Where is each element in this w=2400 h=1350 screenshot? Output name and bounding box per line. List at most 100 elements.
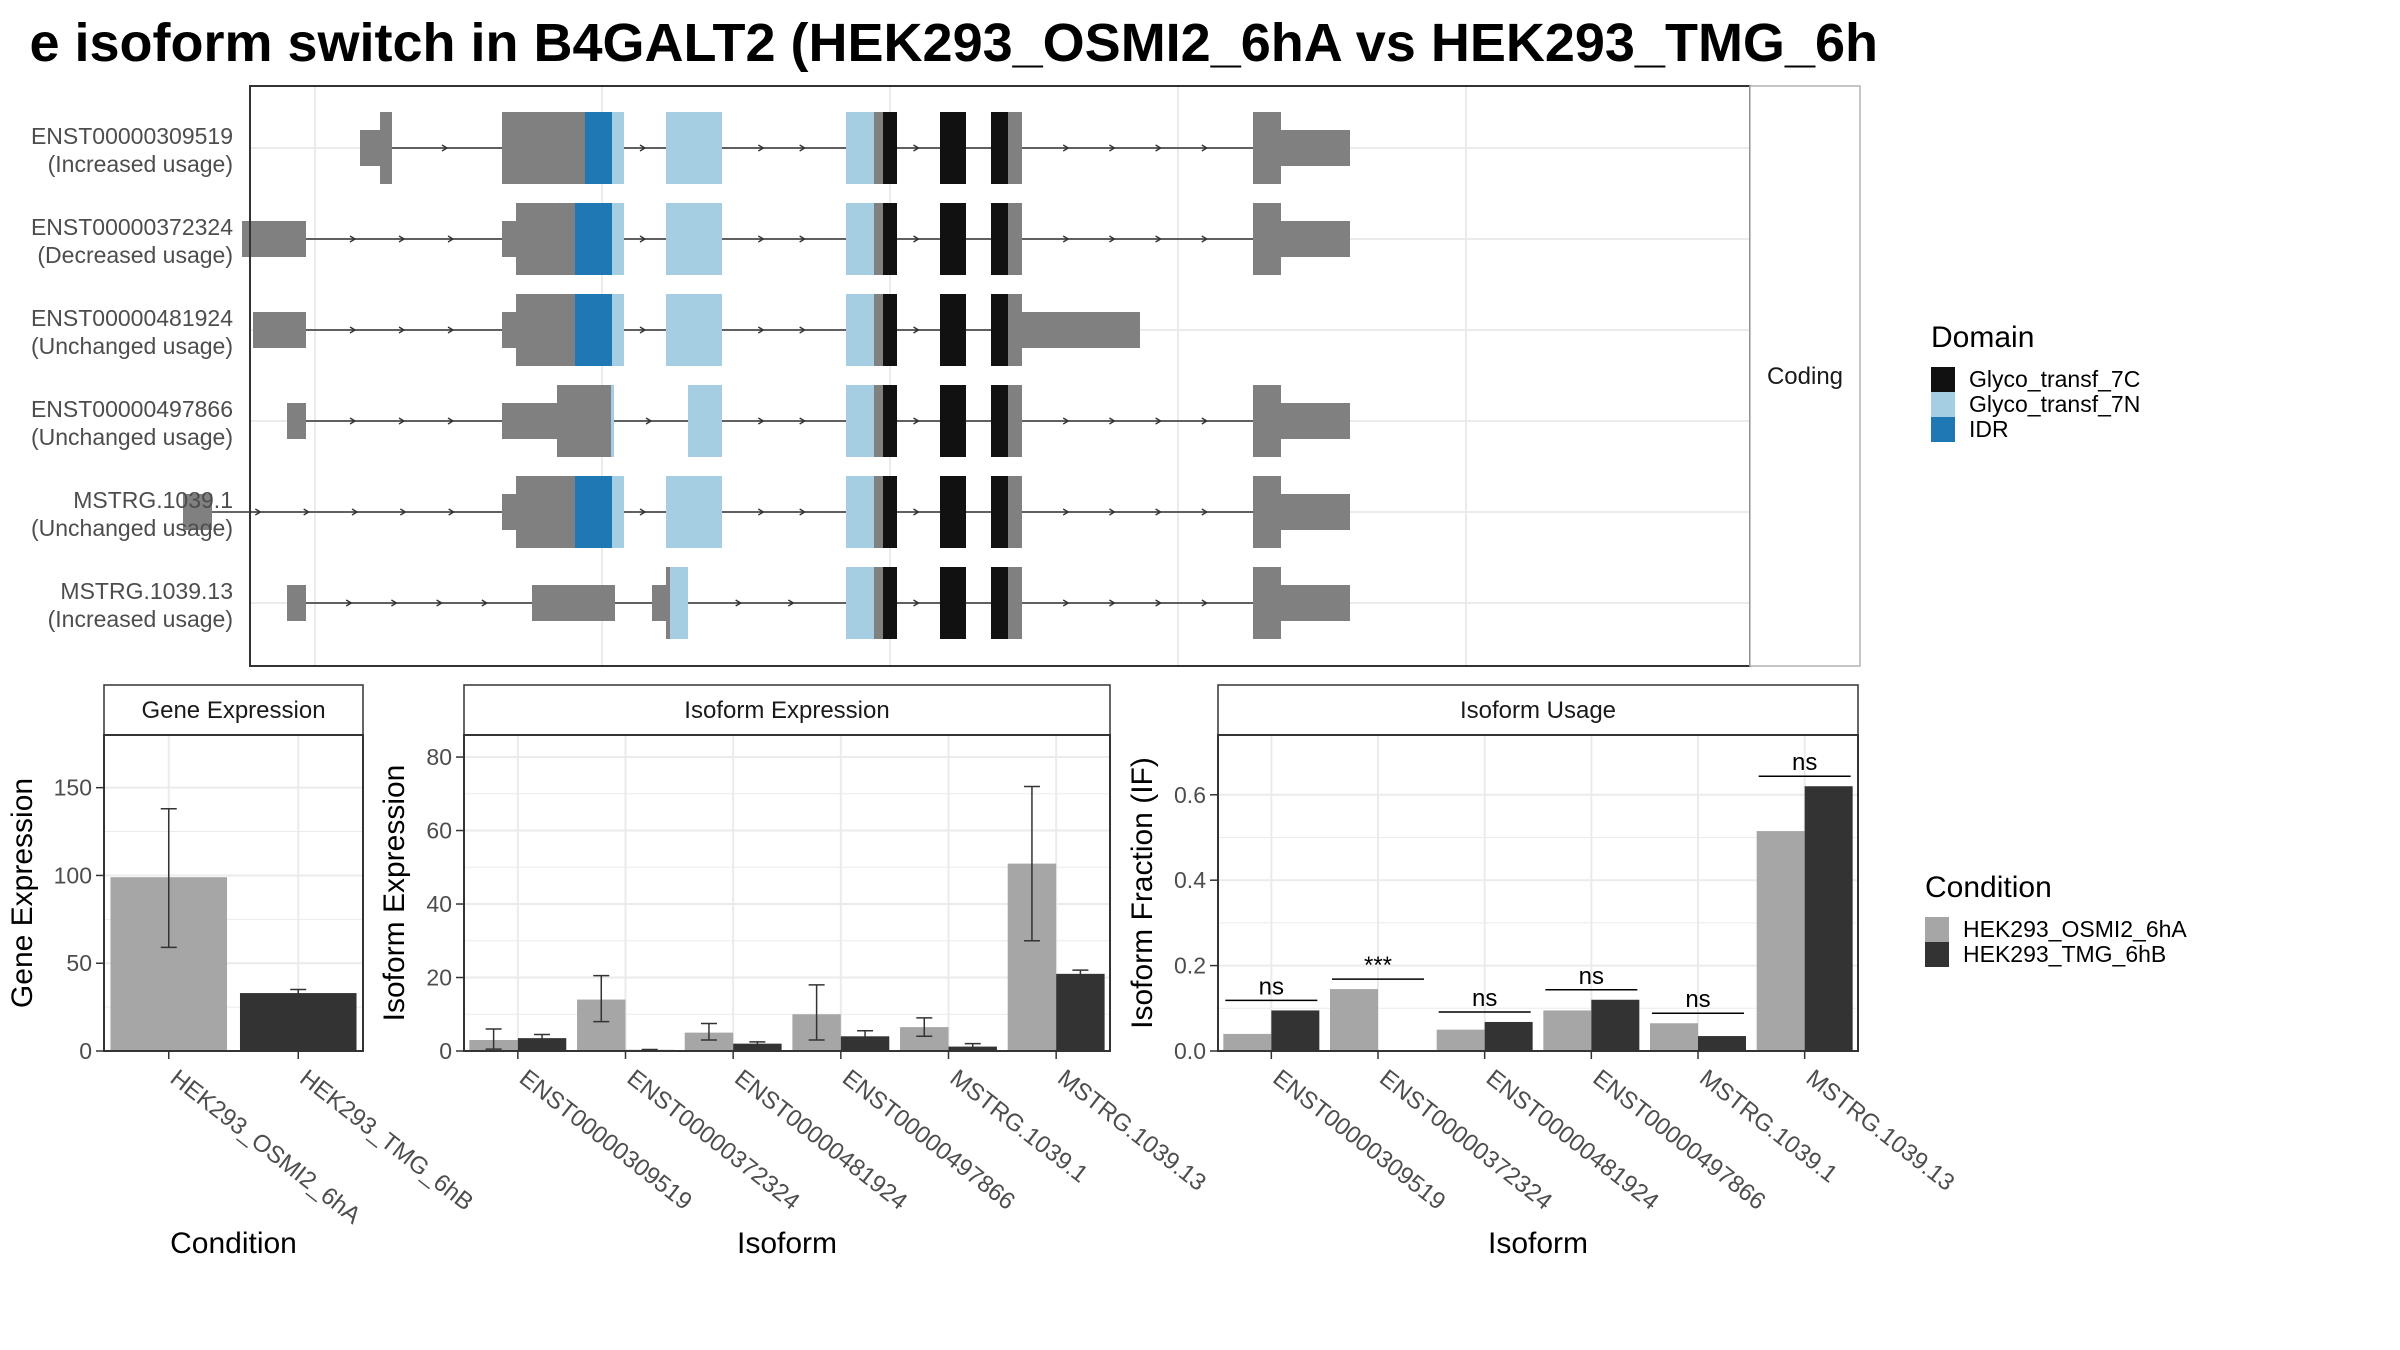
exon-utr-13	[1281, 494, 1350, 530]
intron-arrow	[757, 144, 765, 152]
y-axis-title: Isoform Fraction (IF)	[1126, 757, 1159, 1029]
y-tick-label-4: 80	[426, 744, 452, 770]
transcript-label-0: ENST00000309519	[31, 123, 233, 149]
exon-utr-12	[1022, 312, 1140, 348]
domain-legend-key-2	[1931, 417, 1955, 442]
intron-arrow	[1062, 235, 1070, 243]
exon-utr-1	[380, 112, 392, 184]
error-bar-1-0	[534, 1033, 551, 1043]
intron-arrow	[1155, 144, 1162, 152]
intron-arrow	[757, 508, 765, 516]
exon-glyco_transf_7n-6	[846, 112, 874, 184]
intron-arrow	[1201, 235, 1209, 243]
intron-arrow	[799, 508, 807, 516]
intron-arrow	[913, 599, 920, 607]
facet-strip	[463, 684, 1111, 736]
transcript-MSTRG.1039.1	[183, 476, 1350, 548]
intron-arrow	[1155, 235, 1162, 243]
y-axis-title: Isoform Expression	[378, 765, 411, 1022]
error-bar-1-5	[1072, 969, 1089, 979]
intron-arrow	[398, 326, 406, 334]
intron-arrow	[1201, 508, 1209, 516]
exon-idr-3	[585, 112, 612, 184]
intron-arrow	[735, 599, 743, 607]
exon-utr-2	[502, 112, 585, 184]
exon-glyco_transf_7n-6	[846, 294, 874, 366]
significance-label-5: ns	[1792, 749, 1817, 776]
exon-utr-13	[1281, 221, 1350, 257]
transcript-usage-2: (Unchanged usage)	[31, 333, 233, 359]
condition-legend-label-0: HEK293_OSMI2_6hA	[1963, 916, 2187, 942]
transcript-ENST00000309519	[360, 112, 1350, 184]
x-axis-title: Isoform	[1488, 1227, 1588, 1260]
exon-glyco_transf_7c-8	[883, 112, 897, 184]
intron-arrow	[448, 508, 456, 516]
exon-glyco_transf_7c-9	[940, 476, 966, 548]
error-bar-1-4	[964, 1042, 981, 1050]
exon-glyco_transf_7n-5	[666, 294, 722, 366]
intron-arrow	[398, 235, 406, 243]
error-bar-0-1	[290, 988, 307, 998]
exon-glyco_transf_7n-5	[666, 476, 722, 548]
exon-utr-13	[1281, 130, 1350, 166]
intron-arrow	[645, 417, 653, 425]
exon-glyco_transf_7c-10	[991, 294, 1008, 366]
y-tick-label-1: 0.2	[1174, 953, 1206, 979]
exon-utr-7	[874, 112, 883, 184]
y-tick-label-0: 0	[79, 1038, 92, 1064]
intron-arrow	[639, 508, 647, 516]
intron-arrow	[351, 508, 359, 516]
exon-utr-0	[287, 585, 306, 621]
x-tick-label-2: ENST00000481924	[1481, 1064, 1664, 1215]
exon-utr-12	[1253, 112, 1281, 184]
error-bar-0-4	[916, 1017, 933, 1038]
bar-1-0	[517, 1038, 567, 1051]
bar-0-4	[1650, 1023, 1698, 1051]
y-axis-title: Gene Expression	[6, 778, 39, 1008]
intron-arrow	[1201, 599, 1209, 607]
x-axis-title: Isoform	[737, 1227, 837, 1260]
exon-glyco_transf_7c-9	[991, 385, 1008, 457]
bar-1-2	[1484, 1021, 1533, 1051]
exon-glyco_transf_7n-5	[666, 203, 722, 275]
exon-utr-10	[1008, 567, 1022, 639]
y-tick-label-3: 60	[426, 818, 452, 844]
exon-utr-12	[1253, 203, 1281, 275]
exon-glyco_transf_7c-10	[991, 476, 1008, 548]
exon-utr-0	[253, 312, 306, 348]
exon-glyco_transf_7c-9	[940, 203, 966, 275]
intron-arrow	[391, 599, 398, 607]
transcript-label-3: ENST00000497866	[31, 396, 233, 422]
intron-arrow	[799, 144, 807, 152]
transcript-MSTRG.1039.13	[287, 567, 1350, 639]
intron-arrow	[913, 508, 920, 516]
y-tick-label-2: 40	[426, 891, 452, 917]
intron-arrow	[757, 326, 765, 334]
transcript-usage-4: (Unchanged usage)	[31, 515, 233, 541]
y-tick-label-3: 0.6	[1174, 782, 1206, 808]
transcript-usage-1: (Decreased usage)	[37, 242, 233, 268]
x-tick-label-3: ENST00000497866	[1588, 1064, 1771, 1215]
exon-glyco_transf_7c-10	[991, 203, 1008, 275]
exon-glyco_transf_7c-7	[883, 385, 897, 457]
intron-arrow	[757, 417, 765, 425]
exon-utr-7	[874, 203, 883, 275]
exon-glyco_transf_7n-6	[846, 476, 874, 548]
plot-background	[1218, 735, 1858, 1051]
error-bar-0-1	[593, 974, 610, 1023]
exon-glyco_transf_7n-4	[612, 476, 624, 548]
exon-utr-0	[287, 403, 306, 439]
exon-utr-0	[360, 130, 380, 166]
exon-utr-12	[1281, 585, 1350, 621]
y-tick-label-1: 20	[426, 965, 452, 991]
bar-1-5	[1804, 786, 1853, 1051]
error-bar-0-2	[700, 1022, 717, 1041]
exon-utr-0	[183, 494, 212, 530]
x-tick-label-1: ENST00000372324	[1374, 1064, 1557, 1215]
facet-strip	[103, 684, 364, 736]
bar-1-3	[840, 1036, 890, 1051]
bar-1-0	[1271, 1010, 1320, 1051]
intron-arrow	[303, 508, 311, 516]
exon-utr-2	[557, 385, 611, 457]
